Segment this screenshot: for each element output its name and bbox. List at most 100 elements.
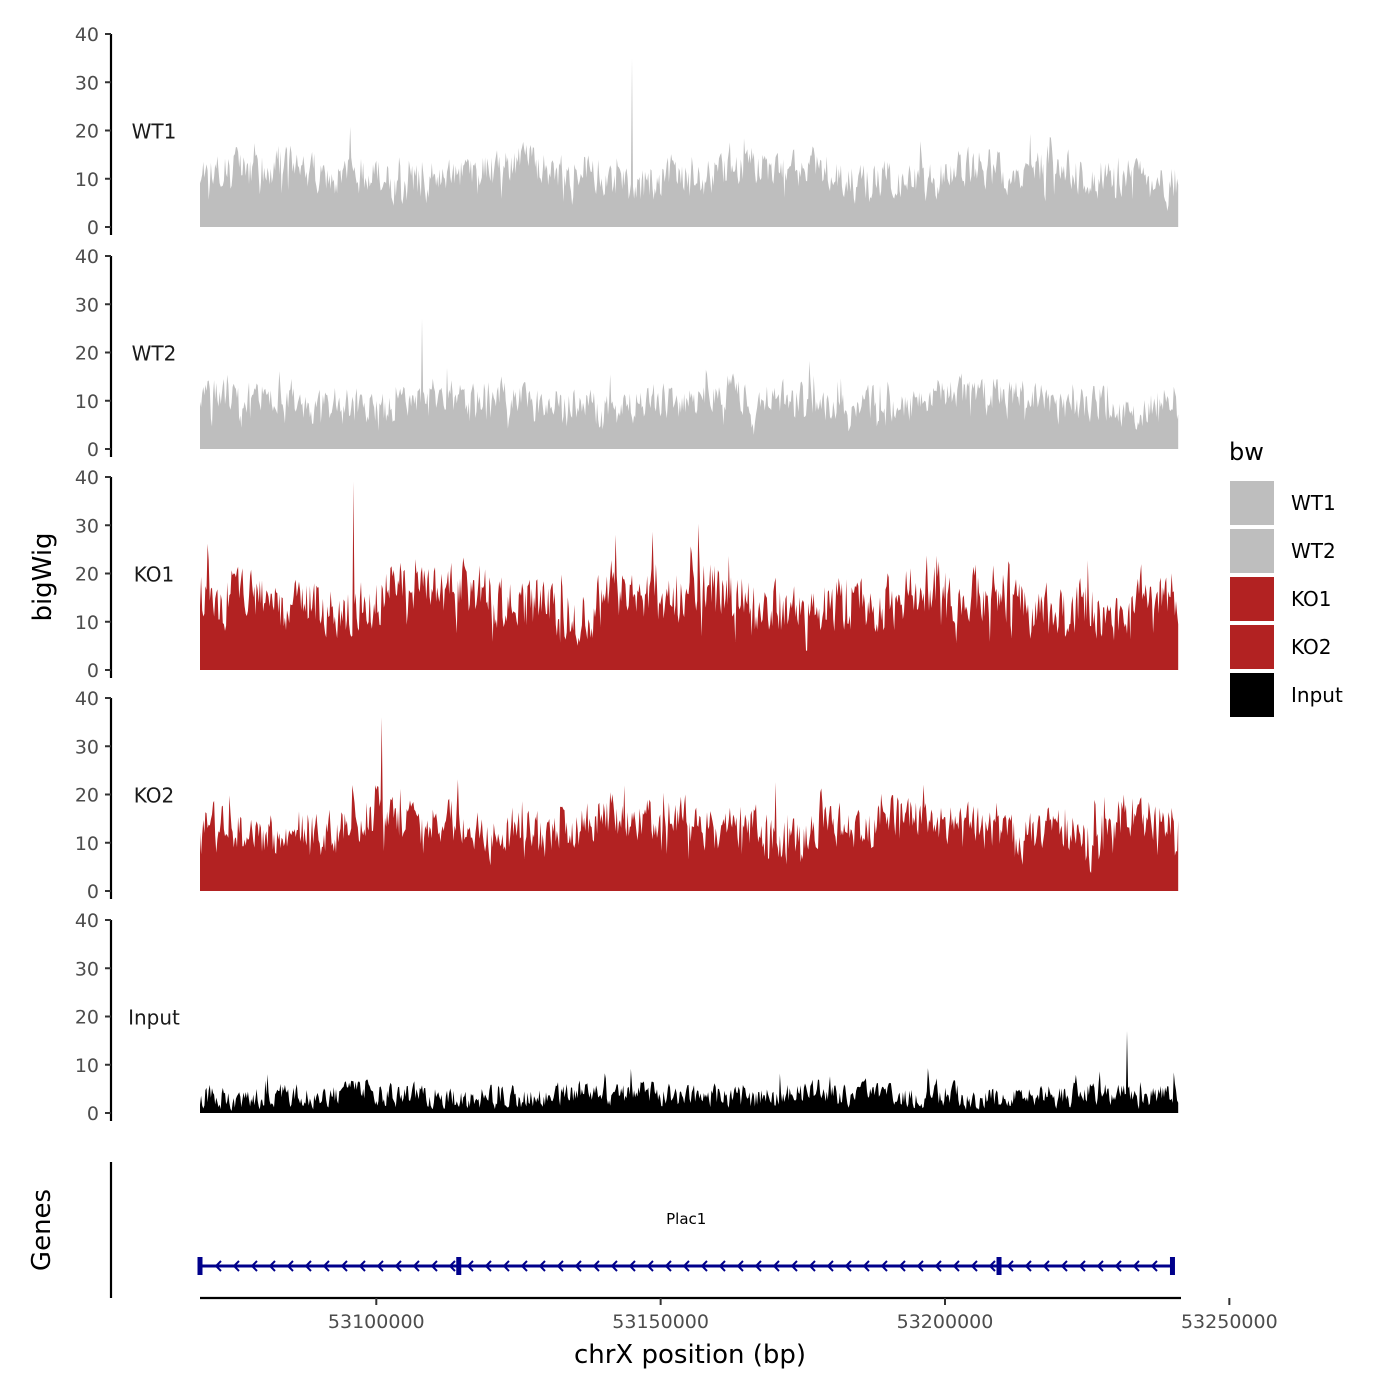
strand-arrow xyxy=(592,1260,600,1272)
strand-arrow xyxy=(736,1260,744,1272)
y-tick-label: 10 xyxy=(75,391,99,413)
coverage-area-ko1 xyxy=(200,481,1179,670)
strand-arrow xyxy=(1078,1260,1086,1272)
y-tick-label: 10 xyxy=(75,833,99,855)
strand-arrow xyxy=(970,1260,978,1272)
coverage-area-ko2 xyxy=(200,717,1179,891)
y-tick-label: 30 xyxy=(75,958,99,980)
strand-arrow xyxy=(862,1260,870,1272)
legend-label-input: Input xyxy=(1291,683,1343,707)
strand-arrow xyxy=(610,1260,618,1272)
strand-arrow xyxy=(268,1260,276,1272)
legend-key-ko2 xyxy=(1230,625,1274,669)
legend-key-input xyxy=(1230,673,1274,717)
x-axis-title: chrX position (bp) xyxy=(574,1340,806,1370)
y-tick-label: 20 xyxy=(75,564,99,586)
y-tick-label: 20 xyxy=(75,343,99,365)
track-label: Input xyxy=(128,1006,180,1030)
legend-key-wt2 xyxy=(1230,529,1274,573)
strand-arrow xyxy=(754,1260,762,1272)
strand-arrow xyxy=(448,1260,456,1272)
x-tick-label: 53150000 xyxy=(612,1311,709,1333)
strand-arrow xyxy=(430,1260,438,1272)
strand-arrow xyxy=(718,1260,726,1272)
y-tick-label: 30 xyxy=(75,515,99,537)
strand-arrow xyxy=(1132,1260,1140,1272)
track-wt2: 0 10 20 30 40 WT2 xyxy=(75,246,1179,461)
strand-arrow xyxy=(484,1260,492,1272)
strand-arrow xyxy=(826,1260,834,1272)
legend-title: bw xyxy=(1229,438,1264,466)
exon-mark xyxy=(456,1257,462,1275)
genes-panel: Genes Plac1 xyxy=(27,1162,1175,1298)
strand-arrow xyxy=(538,1260,546,1272)
strand-arrow xyxy=(376,1260,384,1272)
y-tick-label: 0 xyxy=(87,660,99,682)
strand-arrow xyxy=(466,1260,474,1272)
coverage-tracks: 0 10 20 30 40 WT1 0 10 20 30 40 WT2 0 10 20 30 40 KO1 0 10 2… xyxy=(75,24,1179,1125)
coverage-area-wt2 xyxy=(200,318,1179,449)
y-tick-label: 40 xyxy=(75,910,99,932)
strand-arrow xyxy=(934,1260,942,1272)
track-label: WT2 xyxy=(132,342,177,366)
y-tick-label: 0 xyxy=(87,1103,99,1125)
x-tick-label: 53250000 xyxy=(1181,1311,1278,1333)
strand-arrow xyxy=(556,1260,564,1272)
y-tick-label: 40 xyxy=(75,467,99,489)
y-axis-title: bigWig xyxy=(28,532,58,621)
strand-arrow xyxy=(880,1260,888,1272)
x-tick-label: 53100000 xyxy=(328,1311,425,1333)
y-tick-label: 20 xyxy=(75,785,99,807)
strand-arrow xyxy=(322,1260,330,1272)
strand-arrow xyxy=(574,1260,582,1272)
y-tick-label: 40 xyxy=(75,24,99,46)
strand-arrow xyxy=(772,1260,780,1272)
exon-mark xyxy=(996,1257,1002,1275)
strand-arrow xyxy=(358,1260,366,1272)
coverage-area-input xyxy=(200,1031,1179,1113)
genes-track-title: Genes xyxy=(27,1189,57,1271)
legend-key-wt1 xyxy=(1230,481,1274,525)
strand-arrow xyxy=(214,1260,222,1272)
y-tick-label: 0 xyxy=(87,439,99,461)
track-label: WT1 xyxy=(132,120,177,144)
strand-arrow xyxy=(682,1260,690,1272)
track-label: KO1 xyxy=(134,563,175,587)
strand-arrow xyxy=(520,1260,528,1272)
legend-label-ko1: KO1 xyxy=(1291,587,1332,611)
y-tick-label: 10 xyxy=(75,612,99,634)
strand-arrow xyxy=(1060,1260,1068,1272)
strand-arrow xyxy=(1114,1260,1122,1272)
legend: bw WT1 WT2 KO1 KO2 Input xyxy=(1229,438,1343,717)
track-ko1: 0 10 20 30 40 KO1 xyxy=(75,467,1179,682)
y-tick-label: 10 xyxy=(75,1055,99,1077)
strand-arrow xyxy=(412,1260,420,1272)
y-tick-label: 30 xyxy=(75,72,99,94)
track-label: KO2 xyxy=(134,784,175,808)
x-ticks: 53100000 53150000 53200000 53250000 xyxy=(328,1298,1278,1333)
strand-arrow xyxy=(304,1260,312,1272)
strand-arrow xyxy=(988,1260,996,1272)
track-input: 0 10 20 30 40 Input xyxy=(75,910,1179,1125)
strand-arrow xyxy=(646,1260,654,1272)
track-ko2: 0 10 20 30 40 KO2 xyxy=(75,688,1179,903)
y-tick-label: 30 xyxy=(75,736,99,758)
y-tick-label: 0 xyxy=(87,217,99,239)
strand-arrow xyxy=(232,1260,240,1272)
y-tick-label: 40 xyxy=(75,688,99,710)
strand-arrow xyxy=(898,1260,906,1272)
y-tick-label: 0 xyxy=(87,881,99,903)
strand-arrow xyxy=(808,1260,816,1272)
x-tick-label: 53200000 xyxy=(897,1311,994,1333)
legend-label-ko2: KO2 xyxy=(1291,635,1332,659)
y-tick-label: 40 xyxy=(75,246,99,268)
strand-arrow xyxy=(502,1260,510,1272)
strand-arrow xyxy=(1042,1260,1050,1272)
strand-arrow xyxy=(1150,1260,1158,1272)
exon-mark xyxy=(197,1257,203,1275)
legend-items: WT1 WT2 KO1 KO2 Input xyxy=(1230,481,1343,717)
strand-arrow xyxy=(790,1260,798,1272)
strand-arrow xyxy=(700,1260,708,1272)
coverage-area-wt1 xyxy=(200,58,1179,227)
